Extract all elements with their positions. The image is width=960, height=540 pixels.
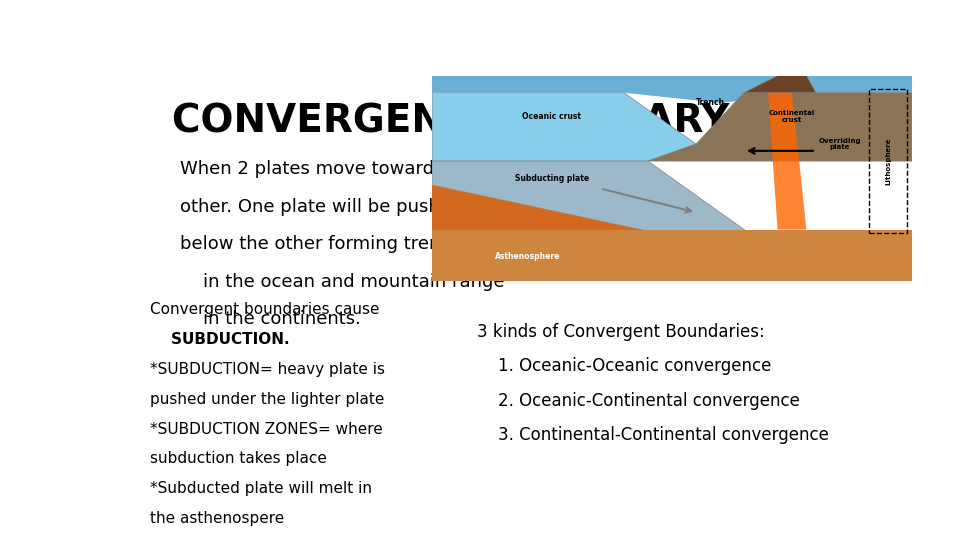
Text: the asthenospere: the asthenospere [150,511,284,526]
Text: Oceanic crust: Oceanic crust [522,112,582,121]
Polygon shape [432,93,696,161]
Polygon shape [648,93,912,161]
Text: in the ocean and mountain range: in the ocean and mountain range [180,273,504,291]
Text: pushed under the lighter plate: pushed under the lighter plate [150,392,384,407]
Text: in the continents.: in the continents. [180,310,360,328]
Text: *SUBDUCTION ZONES= where: *SUBDUCTION ZONES= where [150,422,382,436]
Polygon shape [432,76,912,103]
Text: *Subducted plate will melt in: *Subducted plate will melt in [150,482,372,496]
Text: Continental
crust: Continental crust [769,110,815,123]
Text: Subducting plate: Subducting plate [515,174,589,183]
Text: SUBDUCTION.: SUBDUCTION. [150,332,289,347]
Text: Trench: Trench [696,98,725,107]
Text: 3 kinds of Convergent Boundaries:: 3 kinds of Convergent Boundaries: [477,322,765,341]
Text: 3. Continental-Continental convergence: 3. Continental-Continental convergence [477,426,829,444]
Polygon shape [432,161,768,247]
Text: subduction takes place: subduction takes place [150,451,326,467]
Polygon shape [768,93,806,230]
Text: other. One plate will be pushed: other. One plate will be pushed [180,198,462,216]
Text: 1. Oceanic-Oceanic convergence: 1. Oceanic-Oceanic convergence [477,357,772,375]
Text: CONVERGENT BOUNDARY: CONVERGENT BOUNDARY [172,102,730,140]
Text: Asthenosphere: Asthenosphere [495,252,561,261]
Text: When 2 plates move towards each: When 2 plates move towards each [180,160,492,178]
Polygon shape [432,185,816,281]
Text: Overriding
plate: Overriding plate [819,138,861,151]
Text: below the other forming trenches: below the other forming trenches [180,235,482,253]
Text: Convergent boundaries cause: Convergent boundaries cause [150,302,379,317]
Text: *SUBDUCTION= heavy plate is: *SUBDUCTION= heavy plate is [150,362,385,377]
Bar [432,230,912,281]
Text: Lithosphere: Lithosphere [885,137,891,185]
Text: 2. Oceanic-Continental convergence: 2. Oceanic-Continental convergence [477,392,800,410]
Polygon shape [744,76,816,93]
